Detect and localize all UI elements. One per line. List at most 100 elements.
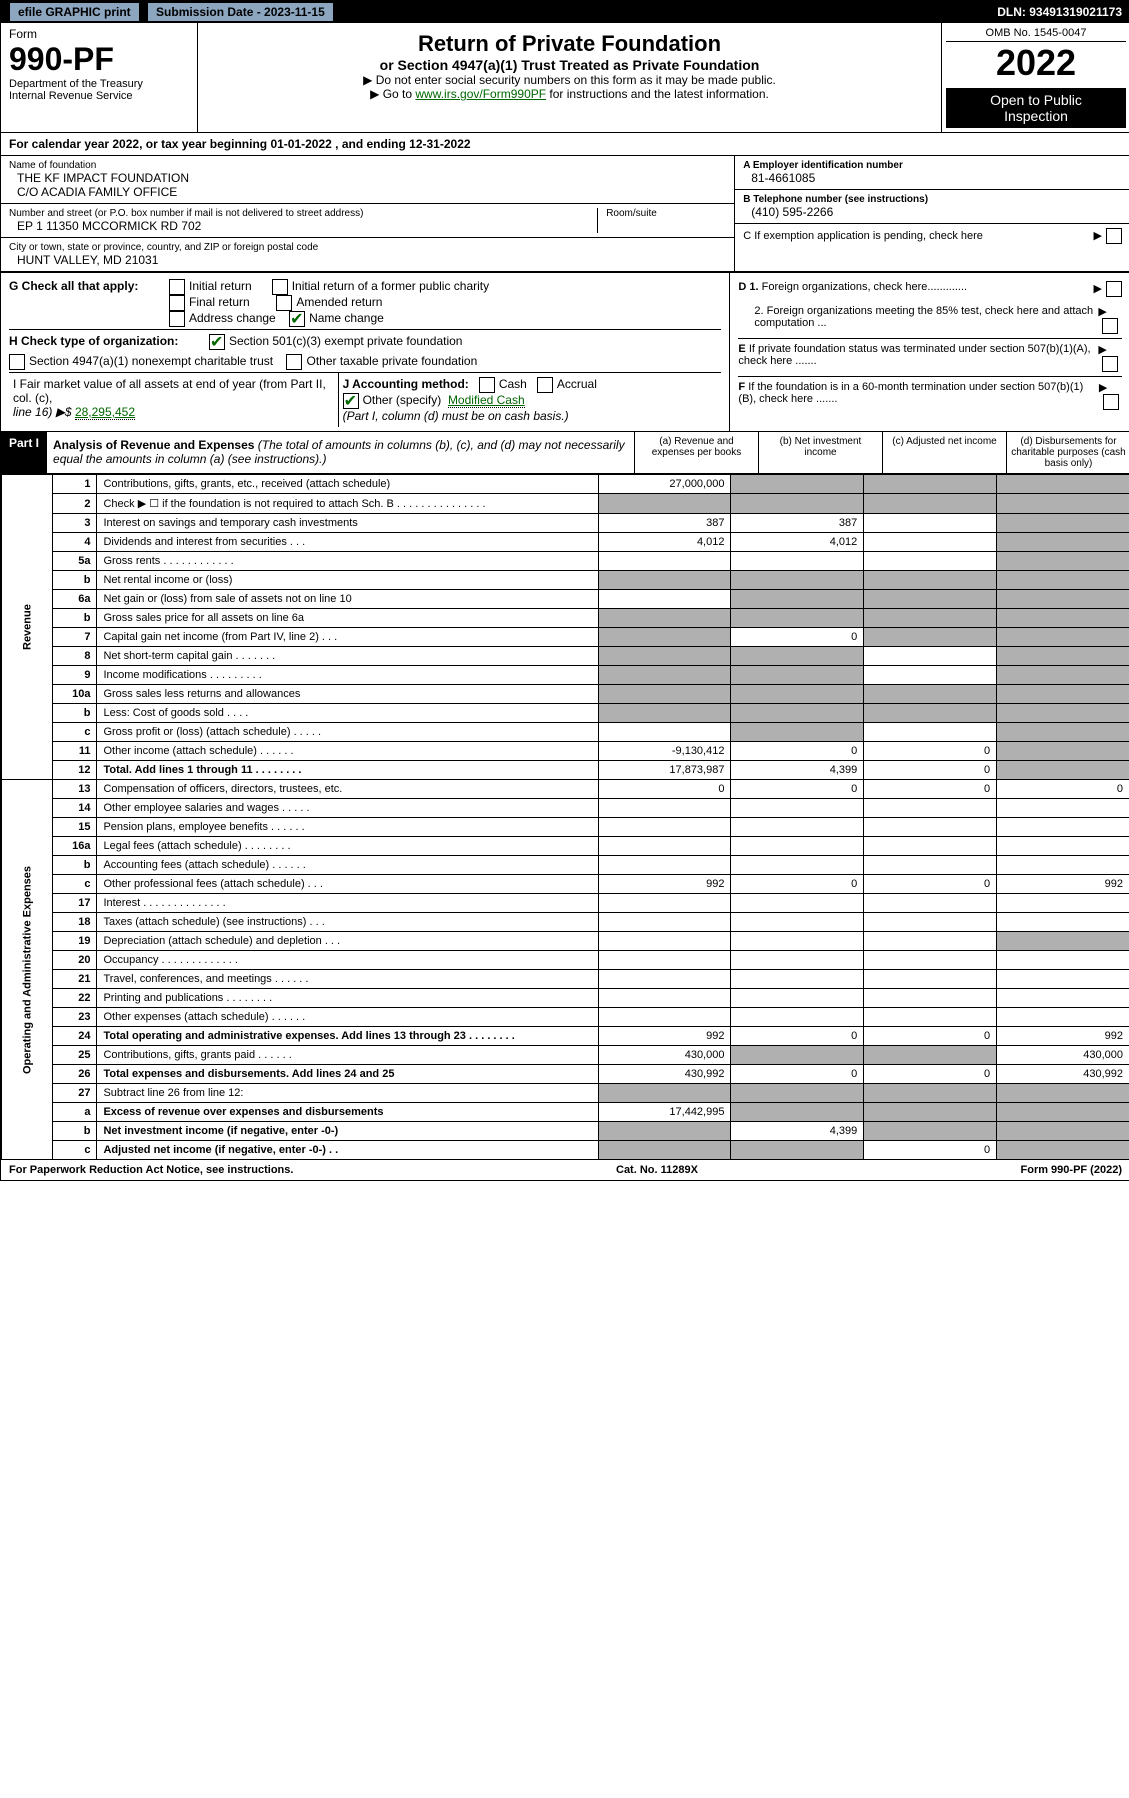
line-number: 12: [52, 761, 97, 780]
col-c-value: 0: [864, 780, 997, 799]
h-other-label: Other taxable private foundation: [306, 354, 477, 368]
c-checkbox[interactable]: [1106, 228, 1122, 244]
col-b-value: 0: [731, 875, 864, 894]
col-c-value: [864, 647, 997, 666]
final-checkbox[interactable]: [169, 295, 185, 311]
col-a-value: [598, 1141, 731, 1160]
city-cell: City or town, state or province, country…: [1, 238, 734, 271]
col-b-value: [731, 989, 864, 1008]
f-checkbox[interactable]: [1103, 394, 1119, 410]
header-left: Form 990-PF Department of the Treasury I…: [1, 23, 198, 132]
line-number: a: [52, 1103, 97, 1122]
col-d-value: [997, 552, 1129, 571]
section-label: Revenue: [2, 475, 53, 780]
col-d-value: [997, 856, 1129, 875]
table-row: 21Travel, conferences, and meetings . . …: [2, 970, 1129, 989]
j-note: (Part I, column (d) must be on cash basi…: [343, 409, 718, 423]
col-d-value: [997, 628, 1129, 647]
line-number: 24: [52, 1027, 97, 1046]
table-row: 24Total operating and administrative exp…: [2, 1027, 1129, 1046]
col-c-value: 0: [864, 761, 997, 780]
j-cash-checkbox[interactable]: [479, 377, 495, 393]
d1-checkbox[interactable]: [1106, 281, 1122, 297]
col-a-value: [598, 628, 731, 647]
line-description: Subtract line 26 from line 12:: [97, 1084, 598, 1103]
line-description: Contributions, gifts, grants, etc., rece…: [97, 475, 598, 494]
j-other-val[interactable]: Modified Cash: [448, 393, 525, 408]
address-checkbox[interactable]: [169, 311, 185, 327]
header-inst2: ▶ Go to www.irs.gov/Form990PF for instru…: [206, 87, 933, 101]
line-description: Total operating and administrative expen…: [97, 1027, 598, 1046]
col-a-value: [598, 704, 731, 723]
col-a-head: (a) Revenue and expenses per books: [634, 432, 758, 473]
d2-row: 2. Foreign organizations meeting the 85%…: [738, 301, 1122, 339]
table-row: 23Other expenses (attach schedule) . . .…: [2, 1008, 1129, 1027]
line-number: b: [52, 571, 97, 590]
col-c-value: [864, 666, 997, 685]
line-description: Capital gain net income (from Part IV, l…: [97, 628, 598, 647]
table-row: 17Interest . . . . . . . . . . . . . .: [2, 894, 1129, 913]
col-b-value: [731, 1103, 864, 1122]
h-other-checkbox[interactable]: [286, 354, 302, 370]
addr-val: EP 1 11350 MCCORMICK RD 702: [9, 219, 597, 233]
part1-desc: Analysis of Revenue and Expenses (The to…: [47, 432, 634, 473]
table-row: 19Depreciation (attach schedule) and dep…: [2, 932, 1129, 951]
line-number: 11: [52, 742, 97, 761]
col-c-value: [864, 1084, 997, 1103]
line-description: Legal fees (attach schedule) . . . . . .…: [97, 837, 598, 856]
col-a-value: [598, 799, 731, 818]
col-d-value: 430,992: [997, 1065, 1129, 1084]
h-501-checkbox[interactable]: [209, 334, 225, 350]
fmv-link[interactable]: 28,295,452: [75, 405, 135, 420]
col-b-value: 4,399: [731, 1122, 864, 1141]
footer-left: For Paperwork Reduction Act Notice, see …: [9, 1164, 293, 1176]
addr-block: Number and street (or P.O. box number if…: [9, 208, 597, 233]
col-c-value: [864, 571, 997, 590]
line-description: Accounting fees (attach schedule) . . . …: [97, 856, 598, 875]
h-501-label: Section 501(c)(3) exempt private foundat…: [229, 334, 462, 348]
col-c-value: [864, 494, 997, 514]
table-row: bNet investment income (if negative, ent…: [2, 1122, 1129, 1141]
col-c-value: [864, 818, 997, 837]
name-change-checkbox[interactable]: [289, 311, 305, 327]
line-number: 1: [52, 475, 97, 494]
f-row: F If the foundation is in a 60-month ter…: [738, 377, 1122, 414]
c-label: C If exemption application is pending, c…: [743, 230, 983, 242]
col-b-value: [731, 552, 864, 571]
header-title: Return of Private Foundation: [206, 31, 933, 57]
col-b-value: [731, 704, 864, 723]
initial-checkbox[interactable]: [169, 279, 185, 295]
col-a-value: [598, 666, 731, 685]
line-number: 17: [52, 894, 97, 913]
efile-button[interactable]: efile GRAPHIC print: [9, 2, 140, 22]
d2-checkbox[interactable]: [1102, 318, 1118, 334]
line-number: 5a: [52, 552, 97, 571]
col-d-value: [997, 1141, 1129, 1160]
col-a-value: 17,442,995: [598, 1103, 731, 1122]
initial-former-checkbox[interactable]: [272, 279, 288, 295]
col-a-value: 430,992: [598, 1065, 731, 1084]
footer-right: Form 990-PF (2022): [1021, 1164, 1122, 1176]
col-d-value: 0: [997, 780, 1129, 799]
col-a-value: [598, 685, 731, 704]
col-c-value: [864, 628, 997, 647]
header-center: Return of Private Foundation or Section …: [198, 23, 942, 132]
table-row: Operating and Administrative Expenses13C…: [2, 780, 1129, 799]
col-c-value: [864, 951, 997, 970]
table-row: 11Other income (attach schedule) . . . .…: [2, 742, 1129, 761]
irs-link[interactable]: www.irs.gov/Form990PF: [415, 87, 546, 101]
col-a-value: [598, 609, 731, 628]
calendar-year: For calendar year 2022, or tax year begi…: [1, 133, 1129, 156]
col-a-value: 17,873,987: [598, 761, 731, 780]
h-4947-checkbox[interactable]: [9, 354, 25, 370]
line-number: 7: [52, 628, 97, 647]
e-checkbox[interactable]: [1102, 356, 1118, 372]
j-other-checkbox[interactable]: [343, 393, 359, 409]
j-accrual-checkbox[interactable]: [537, 377, 553, 393]
submission-date: Submission Date - 2023-11-15: [147, 2, 334, 22]
col-b-value: [731, 571, 864, 590]
inst2-pre: ▶ Go to: [370, 87, 415, 101]
col-b-value: [731, 913, 864, 932]
line-number: 18: [52, 913, 97, 932]
col-c-value: 0: [864, 1027, 997, 1046]
